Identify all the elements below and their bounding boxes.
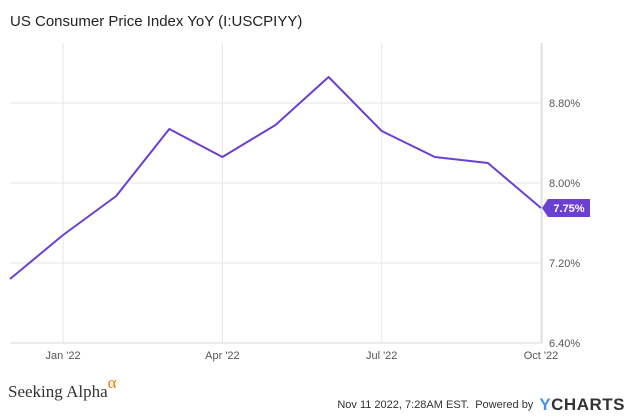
x-tick-label: Jan '22 — [46, 350, 81, 362]
x-tick-label: Jul '22 — [366, 350, 397, 362]
y-axis-ticks: 6.40% 7.20% 8.00% 8.80% — [549, 98, 580, 350]
chart-title: US Consumer Price Index YoY (I:USCPIYY) — [10, 13, 303, 30]
last-value-badge-group: 7.75% — [542, 199, 590, 217]
seeking-alpha-logo: Seeking Alphaα — [8, 373, 117, 402]
y-tick-label: 8.00% — [549, 178, 580, 190]
powered-by-text: Powered by — [475, 399, 534, 411]
last-value-label: 7.75% — [553, 203, 584, 215]
y-tick-label: 7.20% — [549, 258, 580, 270]
x-tick-label: Apr '22 — [205, 350, 240, 362]
series-line-0 — [9, 76, 542, 280]
last-value-badge — [542, 199, 590, 217]
seeking-alpha-text: Seeking Alpha — [8, 382, 108, 401]
timestamp: Nov 11 2022, 7:28AM EST. — [337, 399, 470, 411]
grid-lines — [10, 43, 543, 344]
y-tick-label: 6.40% — [549, 338, 580, 350]
x-tick-label: Oct '22 — [524, 350, 559, 362]
alpha-symbol: α — [107, 373, 117, 392]
series-line-layer — [9, 76, 542, 280]
footer-attribution: Nov 11 2022, 7:28AM EST. Powered by YCHA… — [337, 395, 625, 415]
ycharts-logo: YCHARTS — [539, 395, 625, 414]
x-axis-ticks: Jan '22 Apr '22 Jul '22 Oct '22 — [46, 350, 559, 362]
y-tick-label: 8.80% — [549, 98, 580, 110]
